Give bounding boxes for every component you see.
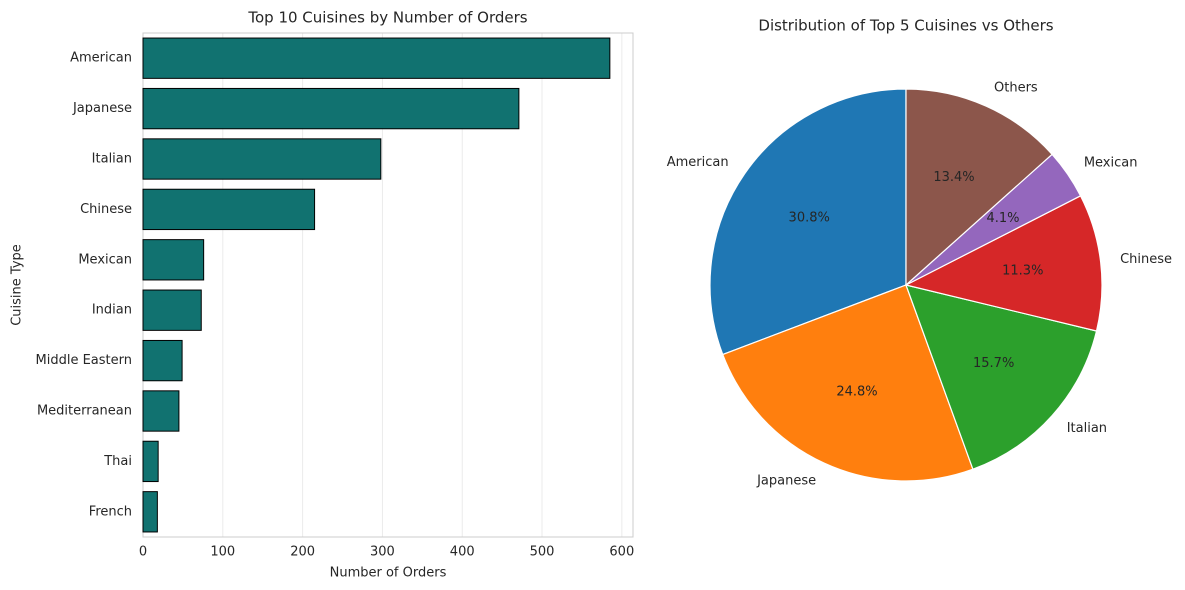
slice-percent: 4.1% (986, 211, 1019, 226)
pie-slice (905, 88, 1053, 287)
x-tick-label: 300 (370, 545, 395, 560)
slice-label: Mexican (1084, 156, 1138, 171)
slice-percent: 11.3% (1002, 264, 1043, 279)
bar (142, 289, 202, 331)
bar-chart-title: Top 10 Cuisines by Number of Orders (247, 9, 527, 27)
bar (142, 138, 382, 180)
pie-slice (904, 195, 1103, 332)
slice-label: Italian (1067, 421, 1107, 436)
pie-slice (721, 284, 974, 482)
slice-percent: 13.4% (933, 170, 974, 185)
x-tick-label: 400 (450, 545, 475, 560)
y-tick-label: Chinese (80, 202, 132, 217)
bar (142, 188, 316, 231)
bar (142, 390, 180, 432)
x-tick-label: 0 (139, 545, 147, 560)
y-tick-label: Mediterranean (37, 404, 132, 419)
y-tick-label: Middle Eastern (36, 353, 132, 368)
slice-percent: 24.8% (836, 384, 877, 399)
y-tick-label: Mexican (78, 252, 132, 267)
pie-slice (709, 88, 907, 356)
x-tick-label: 500 (530, 545, 555, 560)
y-tick-label: Indian (92, 303, 132, 318)
slice-percent: 30.8% (789, 211, 830, 226)
y-tick-label: Italian (92, 152, 132, 167)
slice-percent: 15.7% (973, 356, 1014, 371)
y-axis-label: Cuisine Type (10, 244, 25, 326)
bar (142, 440, 159, 483)
x-axis-label: Number of Orders (330, 566, 447, 581)
y-tick-label: American (70, 51, 132, 66)
pie-chart-title: Distribution of Top 5 Cuisines vs Others (758, 17, 1053, 35)
bar (142, 339, 183, 382)
x-tick-label: 200 (290, 545, 315, 560)
slice-label: American (667, 155, 729, 170)
slice-label: Japanese (756, 473, 816, 488)
slice-label: Others (994, 81, 1038, 96)
y-tick-label: Japanese (72, 101, 132, 116)
x-tick-label: 100 (210, 545, 235, 560)
bar (142, 37, 611, 79)
y-tick-label: Thai (103, 454, 132, 469)
pie-slice (905, 284, 1098, 470)
slice-label: Chinese (1120, 252, 1172, 267)
y-tick-label: French (89, 504, 132, 519)
x-tick-label: 600 (609, 545, 634, 560)
plot-frame (142, 32, 634, 538)
bar (142, 239, 205, 281)
bar (142, 491, 158, 533)
bar (142, 87, 520, 130)
